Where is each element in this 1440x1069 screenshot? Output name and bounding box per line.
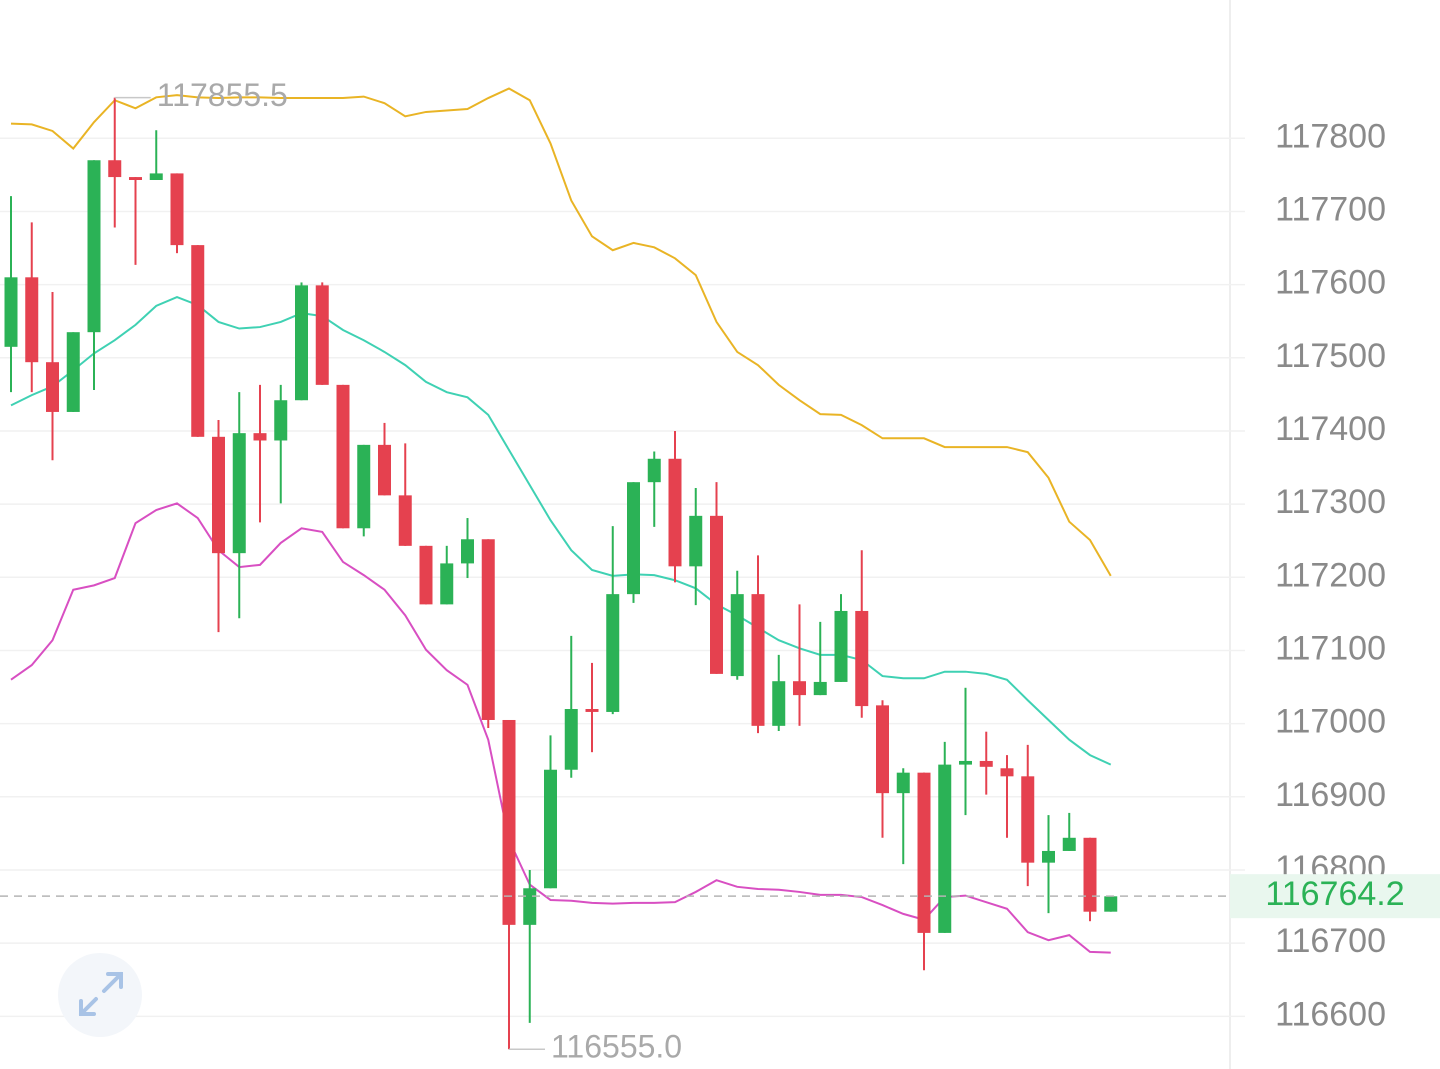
candle-body bbox=[813, 681, 827, 696]
candle-body bbox=[212, 436, 225, 554]
candle-body bbox=[170, 173, 184, 246]
candle-body bbox=[253, 433, 267, 441]
candle-body bbox=[149, 173, 163, 180]
candle-body bbox=[461, 539, 474, 564]
candle-body bbox=[606, 594, 620, 712]
band-line bbox=[10, 87, 1112, 577]
expand-button[interactable] bbox=[58, 953, 142, 1037]
y-tick-label: 117500 bbox=[1275, 337, 1386, 375]
candle-body bbox=[336, 384, 350, 529]
candle-body bbox=[25, 277, 39, 363]
candle-body bbox=[627, 482, 640, 595]
last-price-box bbox=[1230, 874, 1440, 919]
candle-body bbox=[834, 610, 848, 682]
y-tick-label: 117300 bbox=[1275, 483, 1386, 521]
y-tick-label: 117700 bbox=[1275, 190, 1386, 228]
candle-body bbox=[959, 760, 972, 765]
expand-icon bbox=[79, 972, 123, 1016]
candle-body bbox=[917, 772, 931, 933]
candle-body bbox=[751, 594, 765, 726]
candle-body bbox=[1083, 837, 1097, 912]
candle-body bbox=[440, 563, 454, 605]
y-tick-label: 117100 bbox=[1275, 629, 1386, 667]
candle-body bbox=[523, 888, 537, 925]
min-marker-label: 116555.0 bbox=[551, 1029, 682, 1065]
candle-body bbox=[357, 444, 371, 529]
candle-body bbox=[129, 177, 142, 180]
candle-body bbox=[419, 545, 433, 605]
candle-body bbox=[793, 681, 806, 696]
candle-body bbox=[710, 515, 723, 674]
candle-body bbox=[1042, 850, 1055, 863]
y-tick-label: 116700 bbox=[1275, 922, 1386, 960]
candle-body bbox=[668, 458, 682, 567]
candle-body bbox=[938, 764, 952, 933]
y-tick-label: 117600 bbox=[1275, 264, 1386, 302]
candle-body bbox=[585, 709, 599, 712]
candle-body bbox=[855, 610, 869, 707]
candle-body bbox=[398, 495, 412, 546]
candle-body bbox=[87, 160, 101, 333]
candle-body bbox=[647, 458, 661, 483]
candle-body bbox=[1021, 776, 1035, 863]
candle-body bbox=[1062, 837, 1076, 851]
candle-body bbox=[4, 277, 18, 347]
y-tick-label: 116600 bbox=[1275, 995, 1386, 1033]
candle-body bbox=[979, 760, 993, 767]
grid: 1166001167001168001169001170001171001172… bbox=[0, 117, 1386, 1033]
candle-body bbox=[689, 515, 703, 567]
candle-body bbox=[481, 539, 495, 720]
candle-body bbox=[564, 709, 578, 770]
candle-body bbox=[46, 362, 59, 412]
y-tick-label: 117200 bbox=[1275, 556, 1386, 594]
candle-body bbox=[295, 285, 308, 401]
candle-body bbox=[730, 594, 744, 677]
candle-body bbox=[896, 772, 910, 794]
candle-body bbox=[378, 444, 391, 496]
candle-body bbox=[876, 705, 889, 794]
y-tick-label: 117800 bbox=[1275, 117, 1386, 155]
candle-body bbox=[315, 285, 329, 385]
candle-body bbox=[544, 769, 557, 889]
max-marker-label: 117855.5 bbox=[157, 77, 288, 113]
y-tick-label: 116900 bbox=[1275, 776, 1386, 814]
candle-body bbox=[274, 400, 288, 441]
candle-body bbox=[232, 433, 246, 554]
candles bbox=[4, 97, 1118, 1050]
y-tick-label: 117400 bbox=[1275, 410, 1386, 448]
last-price-label: 116764.2 bbox=[1265, 875, 1404, 913]
candle-body bbox=[108, 160, 122, 178]
candle-body bbox=[502, 719, 516, 925]
candle-body bbox=[66, 332, 80, 412]
candle-body bbox=[772, 681, 786, 726]
candle-body bbox=[1000, 768, 1014, 777]
candle-body bbox=[191, 245, 205, 437]
overlay: 117855.5 116555.0 116764.2 bbox=[0, 77, 1440, 1065]
y-tick-label: 117000 bbox=[1275, 703, 1386, 741]
band-line bbox=[10, 295, 1112, 766]
candle-body bbox=[1104, 896, 1118, 912]
expand-button-bg[interactable] bbox=[58, 953, 142, 1037]
